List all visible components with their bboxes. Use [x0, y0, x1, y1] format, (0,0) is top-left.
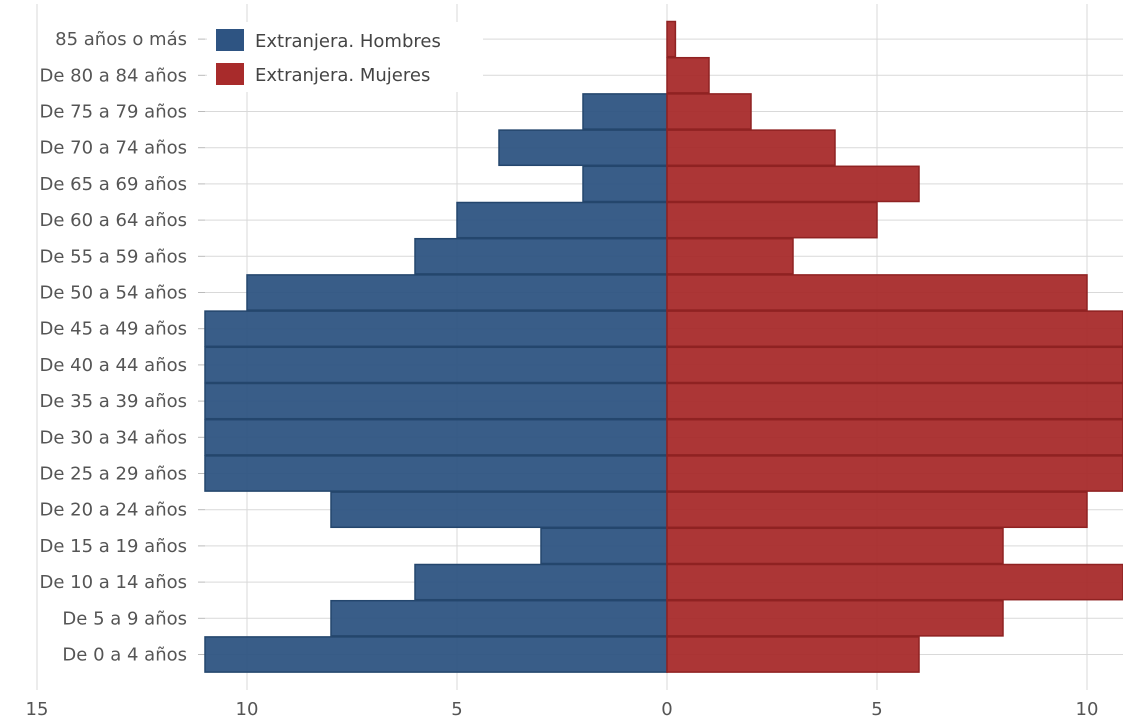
y-category-label: De 25 a 29 años	[40, 464, 188, 485]
bar-mujeres	[666, 20, 677, 58]
y-category-label: De 75 a 79 años	[40, 102, 188, 123]
bar-mujeres	[666, 129, 836, 167]
bar-mujeres	[666, 346, 1123, 384]
bar-mujeres	[666, 563, 1123, 601]
legend-background	[207, 22, 483, 92]
y-category-label: De 65 a 69 años	[40, 174, 188, 195]
bar-mujeres	[666, 274, 1088, 311]
bar-hombres	[582, 93, 668, 130]
bar-mujeres	[666, 455, 1123, 492]
y-category-label: De 45 a 49 años	[40, 319, 188, 340]
y-category-label: De 20 a 24 años	[40, 500, 188, 521]
legend-label-mujeres: Extranjera. Mujeres	[255, 65, 430, 86]
y-category-label: De 30 a 34 años	[40, 427, 188, 448]
bar-mujeres	[666, 201, 878, 239]
x-tick-label: 10	[1076, 699, 1099, 718]
bar-mujeres	[666, 93, 752, 130]
bar-mujeres	[666, 418, 1123, 456]
bar-mujeres	[666, 599, 1004, 637]
bar-hombres	[582, 165, 668, 203]
bar-mujeres	[666, 636, 920, 673]
y-category-label: De 0 a 4 años	[62, 645, 187, 666]
y-category-label: De 40 a 44 años	[40, 355, 188, 376]
bar-hombres	[204, 346, 668, 384]
bar-hombres	[498, 129, 668, 167]
y-category-label: De 70 a 74 años	[40, 138, 188, 159]
y-category-label: De 60 a 64 años	[40, 210, 188, 231]
bars	[204, 20, 1123, 673]
bar-mujeres	[666, 527, 1004, 565]
y-category-label: De 15 a 19 años	[40, 536, 188, 557]
bar-hombres	[456, 201, 668, 239]
bar-mujeres	[666, 165, 920, 203]
bar-mujeres	[666, 491, 1088, 529]
y-category-label: De 5 a 9 años	[62, 608, 187, 629]
y-category-label: 85 años o más	[55, 29, 187, 50]
x-tick-label: 10	[236, 699, 259, 718]
bar-mujeres	[666, 310, 1123, 348]
bar-mujeres	[666, 56, 710, 94]
bar-hombres	[414, 563, 668, 601]
bar-hombres	[330, 599, 668, 637]
bar-hombres	[204, 418, 668, 456]
y-category-label: De 10 a 14 años	[40, 572, 188, 593]
bar-hombres	[540, 527, 668, 565]
bar-hombres	[330, 491, 668, 529]
y-category-label: De 55 a 59 años	[40, 246, 188, 267]
x-tick-label: 5	[451, 699, 462, 718]
legend-swatch-hombres	[216, 29, 244, 51]
x-tick-label: 15	[26, 699, 49, 718]
y-category-label: De 50 a 54 años	[40, 283, 188, 304]
bar-hombres	[414, 237, 668, 275]
y-category-label: De 80 a 84 años	[40, 65, 188, 86]
bar-hombres	[246, 274, 668, 311]
bar-hombres	[204, 310, 668, 348]
x-tick-label: 5	[871, 699, 882, 718]
bar-mujeres	[666, 237, 794, 275]
bar-hombres	[204, 455, 668, 492]
y-category-label: De 35 a 39 años	[40, 391, 188, 412]
bar-hombres	[204, 382, 668, 420]
legend: Extranjera. Hombres Extranjera. Mujeres	[207, 22, 483, 92]
legend-label-hombres: Extranjera. Hombres	[255, 31, 441, 52]
bar-hombres	[204, 636, 668, 673]
bar-mujeres	[666, 382, 1123, 420]
legend-swatch-mujeres	[216, 63, 244, 85]
x-tick-label: 0	[661, 699, 672, 718]
